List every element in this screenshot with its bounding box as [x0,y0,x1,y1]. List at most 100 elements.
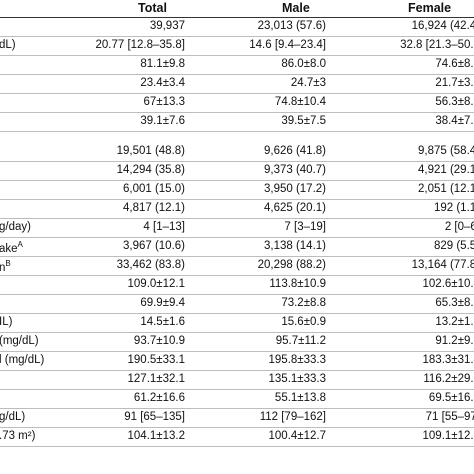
row-label: l (mg/dL) [0,354,45,366]
cell-total: 61.2±16.6 [133,392,185,404]
cell-total: 39.1±7.6 [140,115,185,127]
row-label: g/dL) [0,411,26,423]
cell-male: 4,625 (20.1) [263,202,326,214]
cell-male: 24.7±3 [290,77,326,89]
cell-male: 112 [79–162] [259,411,326,423]
table-row: g/day) 4 [1–13] 7 [3–19] 2 [0–6] [0,219,474,238]
cell-female: 16,924 (42.4) [411,20,474,32]
table-row: IL) 14.5±1.6 15.6±0.9 13.2±1.1 [0,314,474,333]
cell-male: 3,138 (14.1) [263,240,326,252]
cell-male: 3,950 (17.2) [263,183,326,195]
cell-total: 81.1±9.8 [140,58,185,70]
cell-total: 3,967 (10.6) [122,240,185,252]
cell-female: 192 (1.1) [433,202,474,214]
cell-total: 6,001 (15.0) [122,183,185,195]
cell-total: 4,817 (12.1) [122,202,185,214]
table-header: Total Male Female [0,0,474,18]
cell-female: 2,051 (12.1) [417,183,474,195]
table-row: (mg/dL) 93.7±10.9 95.7±11.2 91.2±9.9 [0,333,474,352]
cell-female: 183.3±31.4 [422,354,474,366]
cell-female: 91.2±9.9 [435,335,474,347]
cell-male: 195.8±33.3 [268,354,326,366]
table-row: akeA 3,967 (10.6) 3,138 (14.1) 829 (5.5) [0,238,474,257]
cell-male: 100.4±12.7 [268,430,326,442]
cell-total: 109.0±12.1 [127,278,185,290]
cell-female: 56.3±8.7 [435,96,474,108]
table-row: nB 33,462 (83.8) 20,298 (88.2) 13,164 (77.8… [0,257,474,276]
row-label-group: nB [0,259,11,274]
cell-male: 9,626 (41.8) [263,145,326,157]
cell-female: 38.4±7.7 [435,115,474,127]
cell-female: 2 [0–6] [444,221,474,233]
table-row: 39,937 23,013 (57.6) 16,924 (42.4) [0,18,474,37]
cell-female: 13.2±1.1 [435,316,474,328]
cell-female: 21.7±3.1 [435,77,474,89]
table-row: 14,294 (35.8) 9,373 (40.7) 4,921 (29.1) [0,162,474,181]
cell-male: 74.8±10.4 [274,96,326,108]
footnote-marker: A [17,240,23,249]
table-row: dL) 20.77 [12.8–35.8] 14.6 [9.4–23.4] 32.8 … [0,37,474,56]
cell-male: 113.8±10.9 [269,278,326,290]
row-label: dL) [0,39,16,51]
cell-male: 23,013 (57.6) [257,20,326,32]
table-row: 127.1±32.1 135.1±33.3 116.2±29.6 [0,371,474,390]
footnote-marker: B [5,259,11,268]
cell-total: 67±13.3 [143,96,186,108]
row-label-group: akeA [0,240,23,255]
cell-female: 102.6±10.4 [422,278,474,290]
cell-total: 14,294 (35.8) [116,164,185,176]
row-label: g/day) [0,221,31,233]
table-row: 109.0±12.1 113.8±10.9 102.6±10.4 [0,276,474,295]
table-row: 23.4±3.4 24.7±3 21.7±3.1 [0,75,474,94]
cell-male: 73.2±8.8 [281,297,326,309]
cell-male: 20,298 (88.2) [257,259,326,271]
cell-male: 135.1±33.3 [268,373,326,385]
table-row: 19,501 (48.8) 9,626 (41.8) 9,875 (58.4) [0,132,474,162]
table-row: 61.2±16.6 55.1±13.8 69.5±16.9 [0,390,474,409]
table-row: 81.1±9.8 86.0±8.0 74.6±8.2 [0,56,474,75]
row-label: ake [0,242,18,255]
cell-total: 14.5±1.6 [140,316,185,328]
cell-female: 116.2±29.6 [423,373,474,385]
cell-female: 9,875 (58.4) [417,145,474,157]
table-row: .73 m²) 104.1±13.2 100.4±12.7 109.1±12.2 [0,428,474,447]
cell-female: 4,921 (29.1) [417,164,474,176]
cell-female: 32.8 [21.3–50.3 [400,39,474,51]
cell-male: 95.7±11.2 [275,335,326,347]
row-label: .73 m²) [0,430,36,442]
cell-total: 93.7±10.9 [133,335,185,347]
cell-total: 190.5±33.1 [127,354,185,366]
cell-total: 127.1±32.1 [127,373,185,385]
table-row: 6,001 (15.0) 3,950 (17.2) 2,051 (12.1) [0,181,474,200]
header-male: Male [282,1,310,15]
table-row: 4,817 (12.1) 4,625 (20.1) 192 (1.1) [0,200,474,219]
cell-total: 33,462 (83.8) [116,259,185,271]
cell-female: 65.3±8.1 [435,297,474,309]
cell-male: 15.6±0.9 [281,316,326,328]
table-row: 39.1±7.6 39.5±7.5 38.4±7.7 [0,113,474,132]
cell-male: 14.6 [9.4–23.4] [249,39,326,51]
cell-male: 86.0±8.0 [281,58,326,70]
table-row: 67±13.3 74.8±10.4 56.3±8.7 [0,94,474,113]
table-row: l (mg/dL) 190.5±33.1 195.8±33.3 183.3±31.4 [0,352,474,371]
cell-total: 91 [65–135] [124,411,185,423]
cell-female: 13,164 (77.8) [411,259,474,271]
cell-female: 829 (5.5) [433,240,474,252]
row-label: IL) [0,316,13,328]
table-row: 69.9±9.4 73.2±8.8 65.3±8.1 [0,295,474,314]
cell-female: 69.5±16.9 [428,392,474,404]
cell-total: 4 [1–13] [143,221,185,233]
cell-total: 23.4±3.4 [140,77,185,89]
header-female: Female [408,1,452,15]
cell-total: 20.77 [12.8–35.8] [95,39,185,51]
cell-total: 19,501 (48.8) [116,145,185,157]
row-label: n [0,261,6,274]
cell-male: 7 [3–19] [284,221,326,233]
cell-female: 71 [55–97] [425,411,474,423]
cell-male: 55.1±13.8 [274,392,326,404]
cell-male: 9,373 (40.7) [263,164,326,176]
cell-male: 39.5±7.5 [281,115,326,127]
cell-total: 104.1±13.2 [127,430,185,442]
cell-female: 109.1±12.2 [422,430,474,442]
header-total: Total [138,1,167,15]
